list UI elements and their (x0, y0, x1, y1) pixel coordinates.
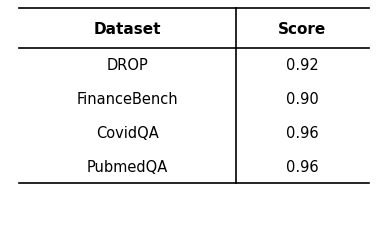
Text: PubmedQA: PubmedQA (87, 159, 168, 174)
Text: 0.90: 0.90 (286, 92, 318, 107)
Text: Dataset: Dataset (93, 22, 161, 36)
Text: CovidQA: CovidQA (96, 125, 159, 140)
Text: Score: Score (278, 22, 326, 36)
Text: 0.96: 0.96 (286, 125, 318, 140)
Text: DROP: DROP (106, 58, 148, 73)
Text: FinanceBench: FinanceBench (76, 92, 178, 107)
Text: 0.96: 0.96 (286, 159, 318, 174)
Text: 0.92: 0.92 (286, 58, 318, 73)
